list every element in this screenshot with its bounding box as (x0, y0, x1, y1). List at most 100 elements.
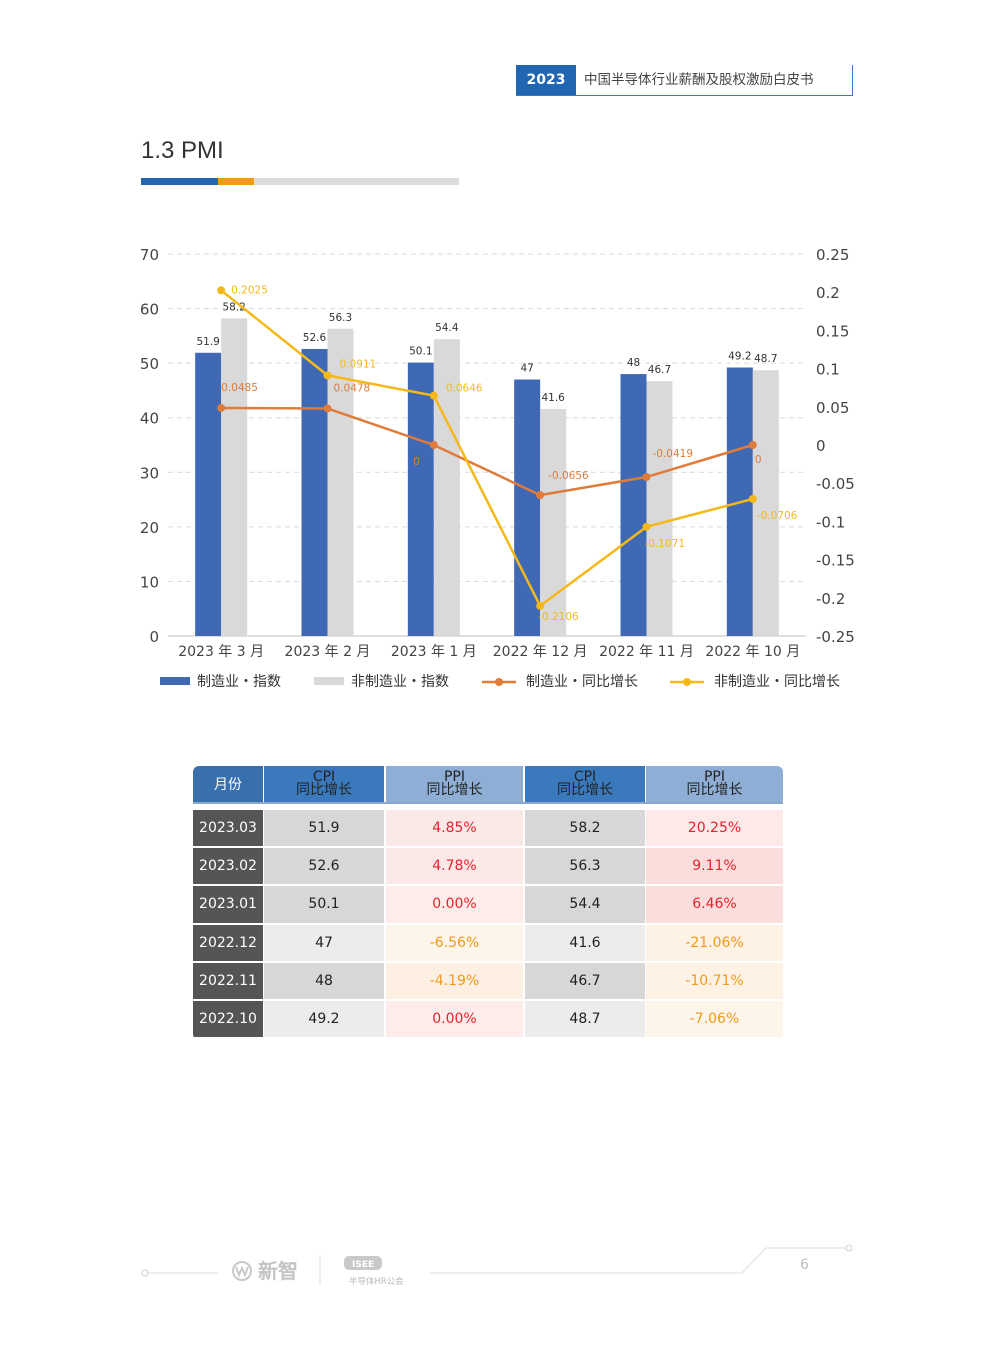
table-cell-month: 2023.02 (193, 848, 263, 885)
table-cell-cpi: 52.6 (264, 848, 384, 885)
line-non-manufacturing-yoy (220, 289, 754, 608)
table-cell-cpi: 48.7 (525, 1001, 645, 1038)
header-cpi: CPI 同比增长 (264, 766, 384, 802)
y-right-tick-label: 0 (816, 437, 826, 455)
line-point (642, 522, 651, 531)
table-cell-cpi: 58.2 (525, 810, 645, 847)
header-ppi: PPI 同比增长 (386, 766, 523, 802)
line-point (536, 601, 545, 610)
bar-non-manufacturing-index (540, 408, 567, 636)
table-cell-cpi: 47 (264, 924, 384, 961)
line-point (429, 441, 438, 449)
table-cell-month: 2022.10 (193, 1001, 263, 1038)
table-cell-ppi: -6.56% (386, 924, 523, 961)
line-point (323, 404, 332, 413)
bar-data-label: 46.7 (648, 364, 671, 376)
bar-data-label: 47 (520, 363, 533, 375)
bar-data-label: 48.7 (754, 353, 777, 365)
page-number: 6 (800, 1257, 809, 1273)
hr-guild-text: 半导体HR公会 (349, 1276, 404, 1287)
line-data-label: -0.1071 (645, 538, 686, 550)
y-left-tick-label: 0 (149, 628, 159, 646)
line-point (323, 371, 332, 380)
table-cell-ppi: -7.06% (646, 1001, 783, 1038)
line-point (536, 491, 545, 500)
y-right-tick-label: -0.15 (816, 552, 855, 570)
x-tick-label: 2022 年 11 月 (599, 644, 694, 660)
bar-data-label: 54.4 (435, 322, 459, 334)
line-point (642, 473, 651, 482)
table-cell-ppi: 9.11% (646, 848, 783, 885)
line-data-label: 0 (413, 456, 420, 468)
y-left-tick-label: 20 (140, 519, 159, 537)
x-tick-label: 2023 年 2 月 (285, 644, 371, 660)
bar-non-manufacturing-index (646, 381, 673, 636)
bar-non-manufacturing-index (433, 339, 460, 636)
table-cell-cpi: 51.9 (264, 810, 384, 847)
table-cell-ppi: -10.71% (646, 962, 783, 999)
table-cell-ppi: 0.00% (386, 886, 523, 923)
y-right-tick-label: 0.05 (816, 399, 849, 417)
table-cell-month: 2022.12 (193, 924, 263, 961)
x-tick-label: 2022 年 12 月 (493, 644, 588, 660)
line-point (748, 441, 757, 449)
y-left-tick-label: 50 (140, 355, 159, 373)
y-right-tick-label: -0.05 (816, 475, 855, 493)
bar-data-label: 52.6 (303, 332, 327, 344)
legend-swatch (314, 677, 344, 685)
header-title: 中国半导体行业薪酬及股权激励白皮书 (584, 72, 814, 88)
y-right-tick-label: -0.25 (816, 628, 855, 646)
line-point (748, 494, 757, 503)
table-cell-cpi: 48 (264, 962, 384, 999)
table-cell-ppi: 0.00% (386, 1001, 523, 1038)
line-data-label: -0.0656 (548, 470, 589, 482)
y-right-tick-label: 0.2 (816, 284, 840, 302)
header-year: 2023 (516, 65, 576, 95)
table-cell-ppi: 4.78% (386, 848, 523, 885)
header-ppi: PPI 同比增长 (646, 766, 783, 802)
table-cell-cpi: 50.1 (264, 886, 384, 923)
isee-badge-icon (344, 1256, 382, 1270)
page-header: 2023 中国半导体行业薪酬及股权激励白皮书 (516, 65, 853, 96)
line-data-label: -0.2106 (538, 611, 579, 623)
line-data-label: 0.2025 (231, 284, 268, 296)
table-cell-month: 2023.01 (193, 886, 263, 923)
bar-data-label: 50.1 (409, 346, 432, 358)
xinzhi-logo-icon (232, 1261, 252, 1281)
line-data-label: 0.0485 (221, 382, 258, 394)
table-cell-ppi: 20.25% (646, 810, 783, 847)
table-cell-cpi: 46.7 (525, 962, 645, 999)
line-point (217, 286, 226, 295)
line-manufacturing-yoy (221, 406, 754, 497)
xinzhi-logo-text: 新智 (258, 1259, 298, 1283)
y-left-tick-label: 30 (140, 464, 159, 482)
page-footer: 新智 ISEE 半导体HR公会 6 (141, 1244, 853, 1287)
line-data-label: -0.0706 (757, 510, 798, 522)
table-cell-cpi: 56.3 (525, 848, 645, 885)
line-data-label: 0 (755, 454, 762, 466)
bar-data-label: 51.9 (196, 336, 219, 348)
y-left-tick-label: 70 (140, 246, 159, 264)
line-data-label: 0.0478 (334, 382, 371, 394)
header-cpi: CPI 同比增长 (525, 766, 645, 802)
x-tick-label: 2023 年 1 月 (391, 644, 477, 660)
table-cell-ppi: -4.19% (386, 962, 523, 999)
legend-swatch (160, 677, 190, 685)
line-data-label: 0.0646 (446, 383, 483, 395)
y-left-tick-label: 10 (140, 573, 159, 591)
isee-badge-text: ISEE (352, 1260, 374, 1270)
y-right-tick-label: -0.2 (816, 590, 845, 608)
y-right-tick-label: 0.25 (816, 246, 849, 264)
bar-manufacturing-index (301, 348, 328, 636)
line-data-label: 0.0911 (340, 358, 377, 370)
legend-label: 非制造业・同比增长 (714, 674, 840, 690)
table-cell-ppi: 6.46% (646, 886, 783, 923)
table-cell-ppi: 4.85% (386, 810, 523, 847)
legend-marker (683, 678, 691, 686)
y-left-tick-label: 40 (140, 410, 159, 428)
table-cell-cpi: 54.4 (525, 886, 645, 923)
bar-manufacturing-index (407, 362, 434, 636)
pmi-table: 月份 CPI 同比增长 PPI 同比增长 CPI 同比增长 PPI 同比增长 2023.03 51.… (193, 766, 783, 1040)
table-cell-month: 2023.03 (193, 810, 263, 847)
y-left-tick-label: 60 (140, 301, 159, 319)
